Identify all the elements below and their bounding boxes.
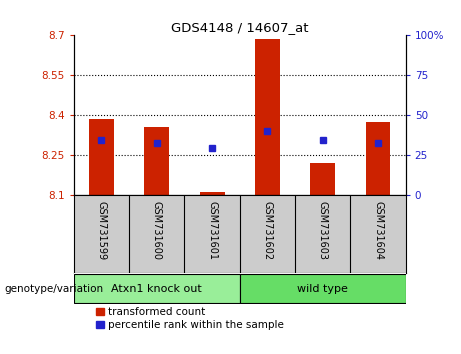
Legend: transformed count, percentile rank within the sample: transformed count, percentile rank withi… xyxy=(95,307,284,330)
Bar xyxy=(144,127,169,195)
Bar xyxy=(255,39,280,195)
Bar xyxy=(200,192,225,195)
Bar xyxy=(240,274,406,303)
Title: GDS4148 / 14607_at: GDS4148 / 14607_at xyxy=(171,21,308,34)
Text: genotype/variation: genotype/variation xyxy=(5,284,104,293)
Bar xyxy=(74,274,240,303)
Text: GSM731600: GSM731600 xyxy=(152,201,162,260)
Text: GSM731602: GSM731602 xyxy=(262,201,272,260)
Bar xyxy=(366,122,390,195)
Text: wild type: wild type xyxy=(297,284,348,293)
Text: GSM731601: GSM731601 xyxy=(207,201,217,260)
Bar xyxy=(310,163,335,195)
Text: GSM731604: GSM731604 xyxy=(373,201,383,260)
Text: Atxn1 knock out: Atxn1 knock out xyxy=(112,284,202,293)
Text: GSM731599: GSM731599 xyxy=(96,201,106,260)
Text: GSM731603: GSM731603 xyxy=(318,201,328,260)
Bar xyxy=(89,119,114,195)
